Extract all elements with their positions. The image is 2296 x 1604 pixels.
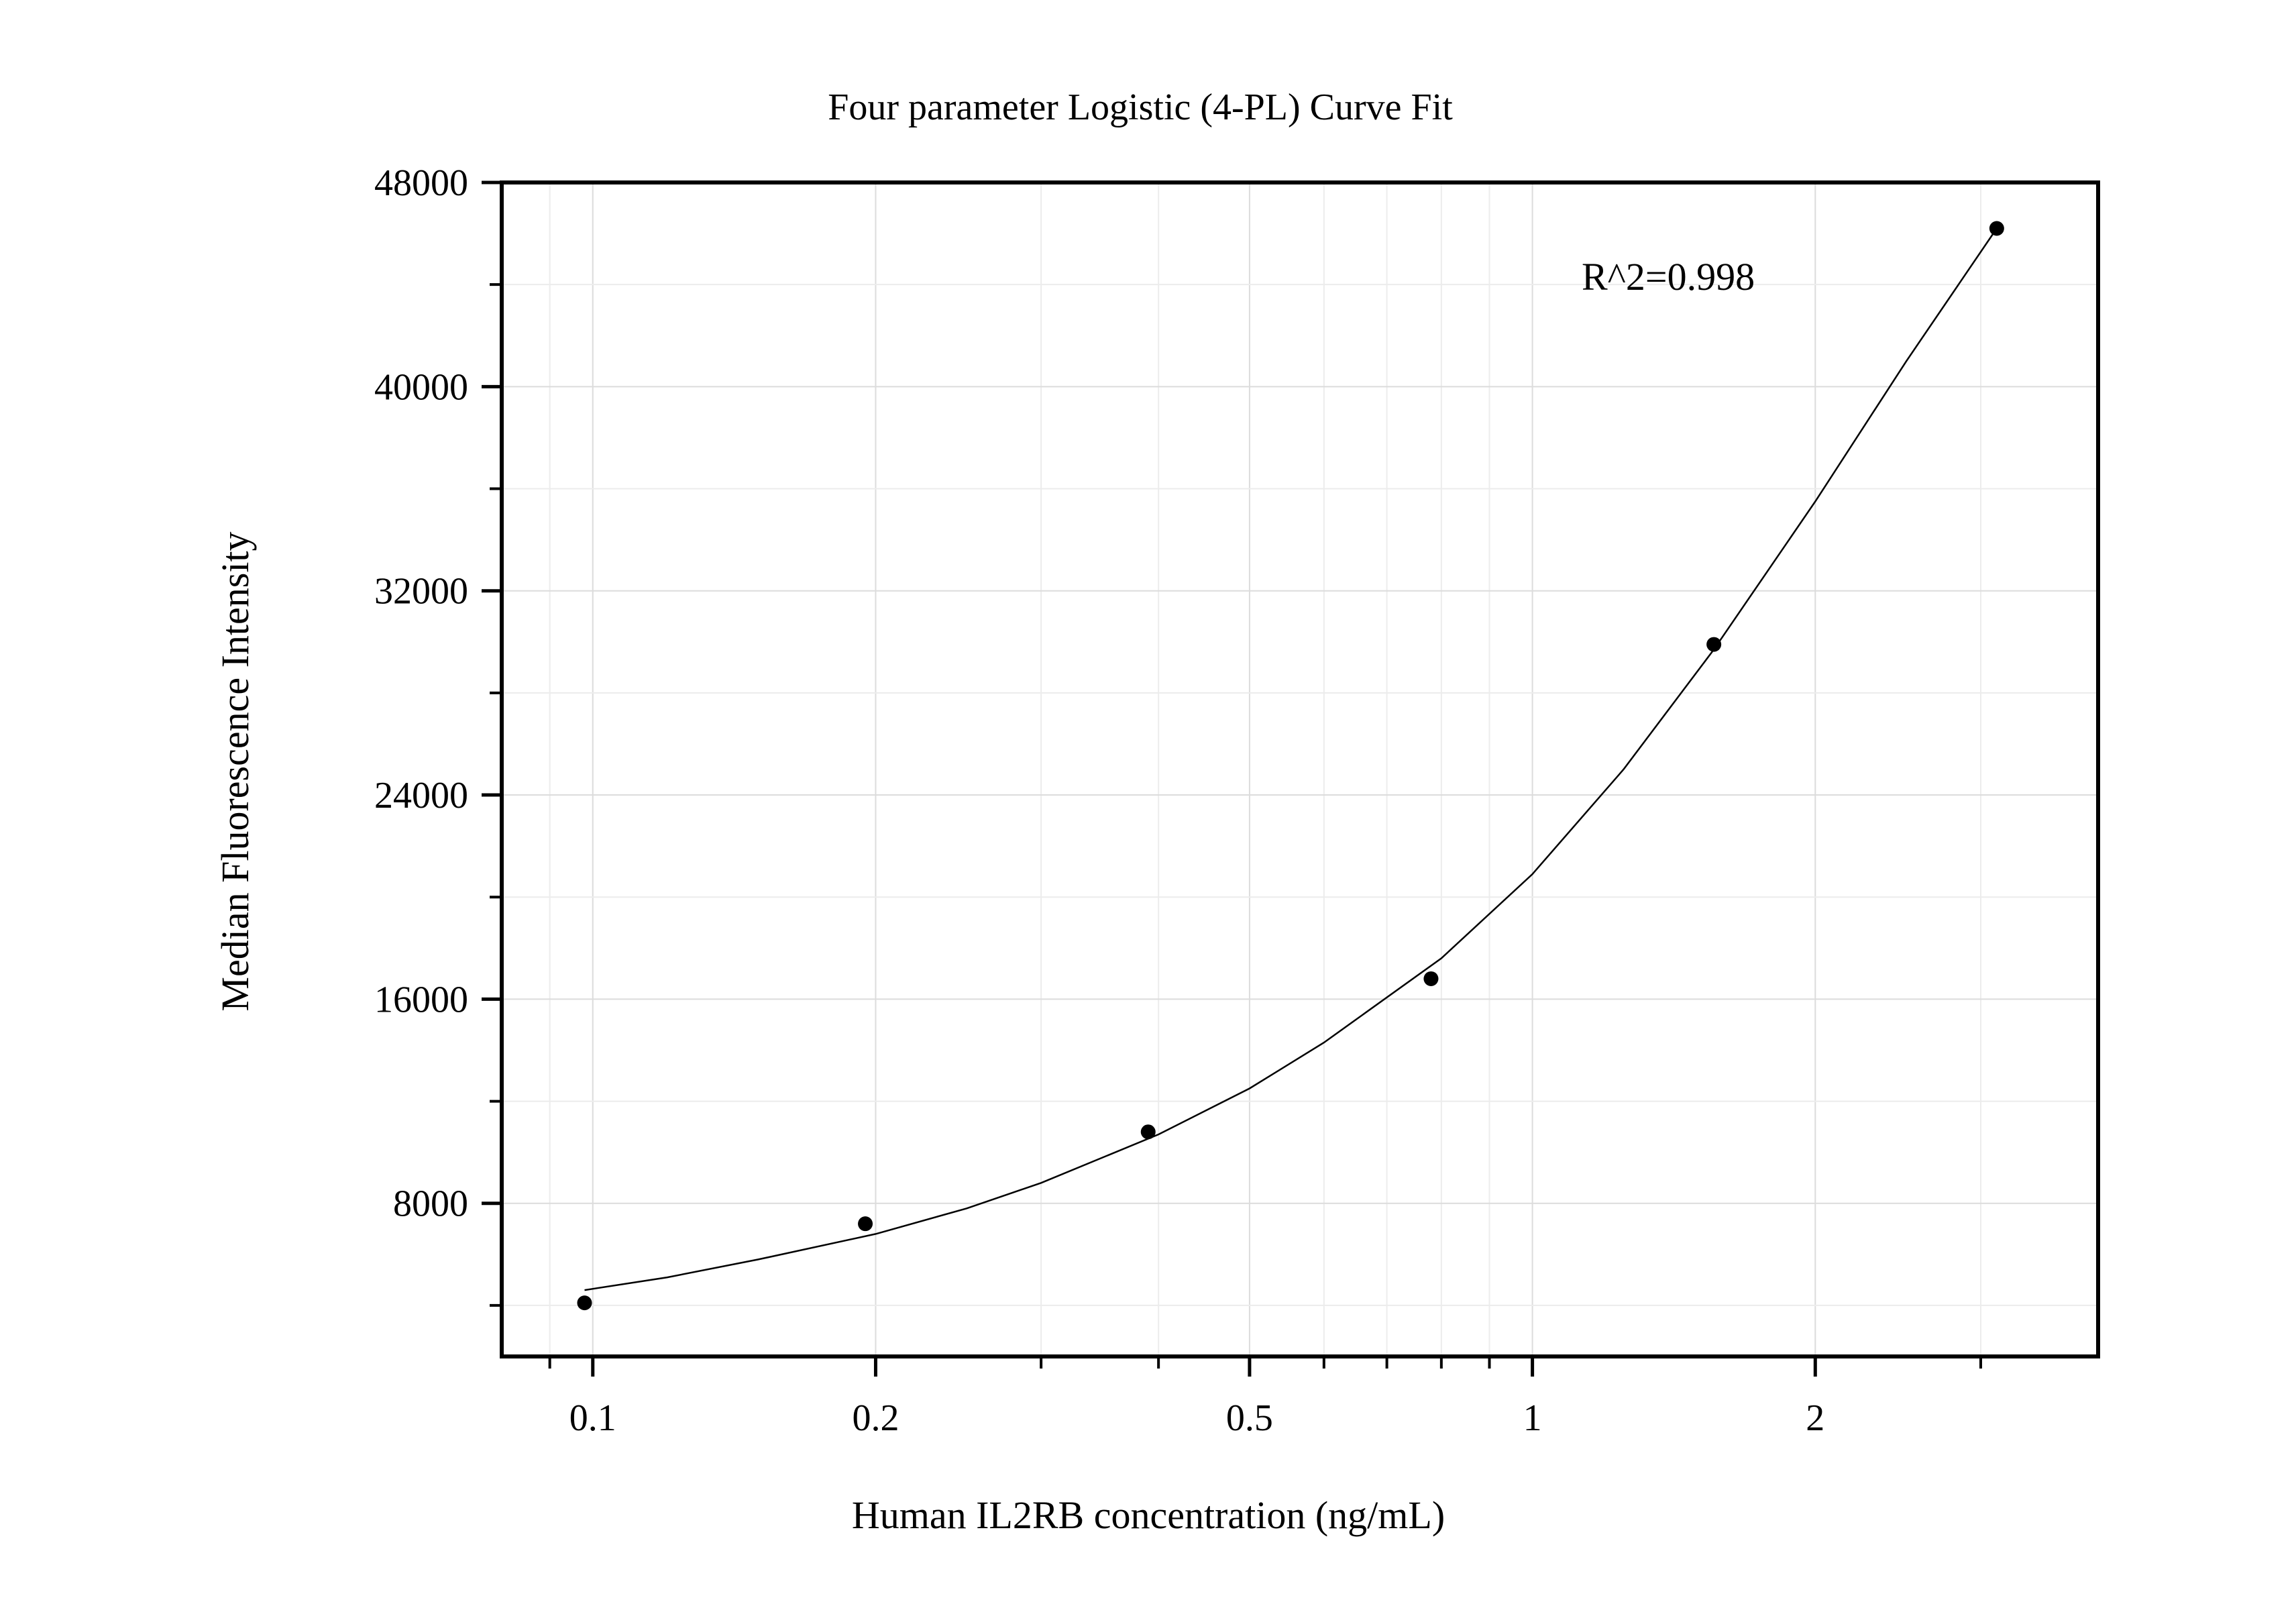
y-tick-label-1: 16000 bbox=[374, 979, 468, 1020]
x-tick-label-0: 0.1 bbox=[569, 1397, 616, 1439]
data-point-5 bbox=[1989, 221, 2004, 236]
x-tick-label-4: 2 bbox=[1806, 1397, 1824, 1439]
y-tick-labels: 8000 16000 24000 32000 40000 48000 bbox=[374, 162, 468, 1225]
x-tick-label-1: 0.2 bbox=[852, 1397, 899, 1439]
data-points bbox=[577, 221, 2004, 1311]
y-axis-label: Median Fluorescence Intensity bbox=[213, 531, 257, 1011]
y-tick-label-3: 32000 bbox=[374, 571, 468, 612]
x-axis-label: Human IL2RB concentration (ng/mL) bbox=[852, 1493, 1445, 1537]
axis-ticks bbox=[482, 180, 1982, 1377]
x-tick-label-3: 1 bbox=[1523, 1397, 1542, 1439]
x-tick-labels: 0.1 0.2 0.5 1 2 bbox=[569, 1397, 1825, 1439]
chart-title: Four parameter Logistic (4-PL) Curve Fit bbox=[828, 87, 1453, 128]
x-tick-label-2: 0.5 bbox=[1226, 1397, 1273, 1439]
grid bbox=[502, 182, 2098, 1356]
y-tick-label-2: 24000 bbox=[374, 775, 468, 816]
y-tick-label-4: 40000 bbox=[374, 366, 468, 408]
plot-frame bbox=[500, 180, 2100, 1358]
data-point-3 bbox=[1423, 971, 1439, 986]
fit-curve bbox=[584, 227, 1998, 1291]
y-tick-label-0: 8000 bbox=[393, 1183, 468, 1225]
y-tick-label-5: 48000 bbox=[374, 162, 468, 204]
data-point-1 bbox=[858, 1216, 873, 1232]
data-point-2 bbox=[1140, 1124, 1156, 1140]
data-point-0 bbox=[577, 1295, 592, 1311]
data-point-4 bbox=[1706, 637, 1722, 652]
r-squared-annotation: R^2=0.998 bbox=[1582, 255, 1755, 299]
fit-curve-layer bbox=[584, 227, 1998, 1291]
